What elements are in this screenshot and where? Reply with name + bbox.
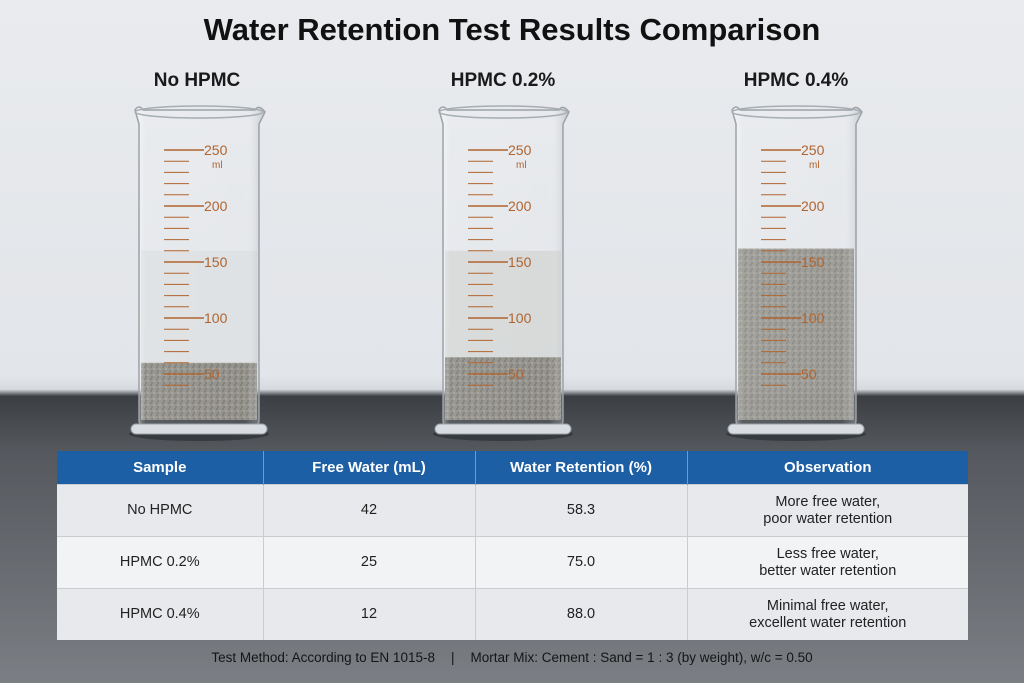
header-free-water: Free Water (mL) <box>263 451 476 485</box>
cell-observation: Minimal free water, excellent water rete… <box>687 588 968 640</box>
header-retention: Water Retention (%) <box>475 451 688 485</box>
beaker-label-hpmc-04: HPMC 0.4% <box>743 70 849 91</box>
observation-line: Minimal free water, <box>766 597 889 614</box>
observation-line: Less free water, <box>776 545 879 562</box>
cell-free-water: 12 <box>263 588 476 640</box>
cell-free-water: 25 <box>263 536 476 589</box>
beaker-rim <box>134 105 264 119</box>
scale-label: 250 <box>204 142 228 158</box>
scale-label: 200 <box>204 198 228 214</box>
scale-label: 50 <box>204 366 220 382</box>
observation-line: More free water, <box>775 493 881 510</box>
beaker-label-hpmc-02: HPMC 0.2% <box>450 70 556 91</box>
footer-mix: Mortar Mix: Cement : Sand = 1 : 3 (by we… <box>470 650 813 665</box>
scale-label: 150 <box>204 254 228 270</box>
cell-retention: 75.0 <box>475 536 688 589</box>
cell-sample: No HPMC <box>57 484 264 537</box>
cell-observation: More free water, poor water retention <box>687 484 968 537</box>
scale-label: 50 <box>508 366 524 382</box>
scale-unit: ml <box>212 160 223 171</box>
scale-label: 100 <box>204 310 228 326</box>
table-row: HPMC 0.2% 25 75.0 Less free water, bette… <box>57 536 968 589</box>
footer-separator: | <box>450 650 455 665</box>
cell-free-water: 42 <box>263 484 476 537</box>
beaker-base <box>130 423 268 435</box>
beaker-glass <box>731 106 863 427</box>
scale-label: 150 <box>508 254 532 270</box>
beaker-rim <box>438 105 568 119</box>
test-footer: Test Method: According to EN 1015-8 | Mort… <box>0 650 1024 665</box>
beaker-base <box>727 423 865 435</box>
beaker-rim <box>731 105 861 119</box>
beaker: 250 200 150 100 50 ml <box>129 105 269 441</box>
observation-line: excellent water retention <box>749 614 907 631</box>
scale-label: 100 <box>508 310 532 326</box>
beaker-glass <box>134 106 266 427</box>
beaker-label-no-hpmc: No HPMC <box>153 70 241 91</box>
scale-label: 50 <box>801 366 817 382</box>
footer-method: Test Method: According to EN 1015-8 <box>211 650 435 665</box>
scale-label: 200 <box>508 198 532 214</box>
beaker-base <box>434 423 572 435</box>
observation-line: poor water retention <box>763 510 893 527</box>
beaker-glass <box>438 106 570 427</box>
observation-line: better water retention <box>759 562 897 579</box>
cell-retention: 88.0 <box>475 588 688 640</box>
cell-sample: HPMC 0.2% <box>57 536 264 589</box>
header-observation: Observation <box>687 451 968 485</box>
table-row: HPMC 0.4% 12 88.0 Minimal free water, ex… <box>57 588 968 640</box>
scale-unit: ml <box>809 160 820 171</box>
cell-observation: Less free water, better water retention <box>687 536 968 589</box>
scale-label: 200 <box>801 198 825 214</box>
scale-label: 250 <box>508 142 532 158</box>
header-sample: Sample <box>57 451 264 485</box>
results-table: Sample Free Water (mL) Water Retention (… <box>57 451 968 640</box>
beakers-photo: 250 200 150 100 50 ml 250 200 150 100 50 ml 250 200 15… <box>129 105 866 441</box>
table-header-row: Sample Free Water (mL) Water Retention (… <box>57 451 968 485</box>
page-title: Water Retention Test Results Comparison <box>203 12 821 47</box>
beaker: 250 200 150 100 50 ml <box>433 105 573 441</box>
scale-label: 250 <box>801 142 825 158</box>
beaker: 250 200 150 100 50 ml <box>726 105 866 441</box>
scale-unit: ml <box>516 160 527 171</box>
table-row: No HPMC 42 58.3 More free water, poor wa… <box>57 484 968 537</box>
scale-label: 100 <box>801 310 825 326</box>
cell-sample: HPMC 0.4% <box>57 588 264 640</box>
scale-label: 150 <box>801 254 825 270</box>
cell-retention: 58.3 <box>475 484 688 537</box>
